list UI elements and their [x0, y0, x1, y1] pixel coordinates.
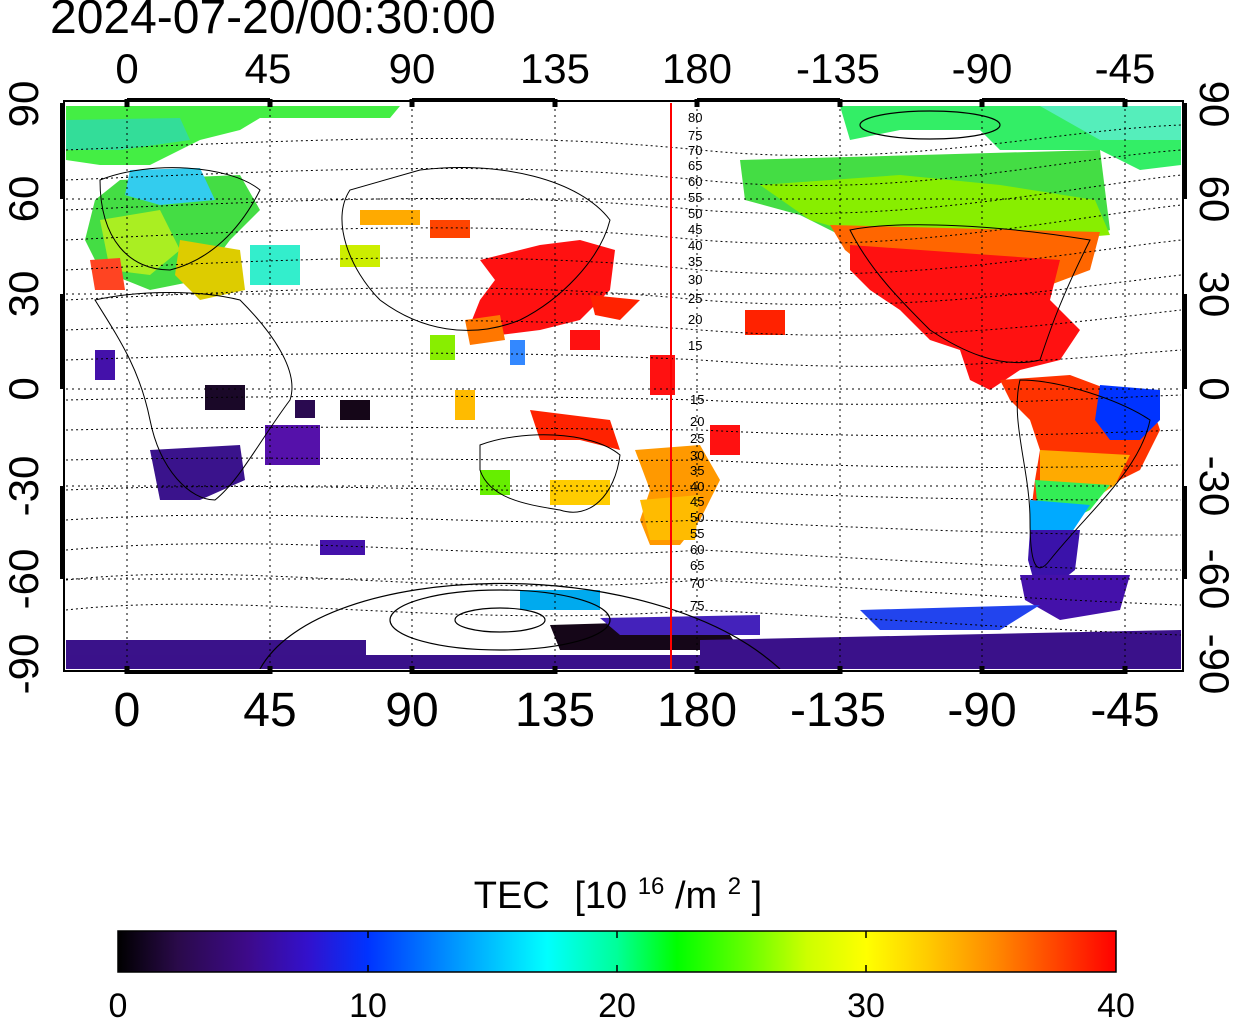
- contour-label: 65: [690, 558, 704, 573]
- contour-labels-north: 80 75 70 65 60 55 50 45 40 35 30 25 20 1…: [688, 110, 702, 353]
- top-lon-label: 0: [115, 45, 138, 92]
- right-lat-label: -90: [1191, 634, 1235, 695]
- map-panel: 80 75 70 65 60 55 50 45 40 35 30 25 20 1…: [60, 98, 1187, 674]
- right-lat-label: 30: [1191, 271, 1235, 318]
- bottom-lon-label: 180: [657, 684, 737, 737]
- contour-label: 75: [690, 598, 704, 613]
- contour-label: 25: [690, 431, 704, 446]
- contour-label: 50: [690, 510, 704, 525]
- left-lat-label: -30: [0, 456, 47, 517]
- magnetic-pole-contours: [259, 110, 1001, 669]
- top-lon-label: 90: [389, 45, 436, 92]
- contour-label: 70: [690, 576, 704, 591]
- contour-label: 80: [688, 110, 702, 125]
- frame-bars: [60, 98, 1187, 674]
- contour-label: 15: [690, 392, 704, 407]
- right-lat-label: 90: [1191, 81, 1235, 128]
- contour-label: 35: [690, 463, 704, 478]
- top-lon-label: 45: [245, 45, 292, 92]
- contour-labels-south: 15 20 25 30 35 40 45 50 55 60 65 70 75: [690, 392, 704, 613]
- right-lat-label: -30: [1191, 456, 1235, 517]
- timestamp-title: 2024-07-20/00:30:00: [50, 0, 496, 44]
- colorbar-unit-suffix: ]: [752, 875, 763, 917]
- contour-label: 55: [688, 190, 702, 205]
- colorbar-tick-label: 0: [109, 987, 128, 1021]
- colorbar-unit-mid: /m: [675, 875, 717, 917]
- contour-label: 50: [688, 206, 702, 221]
- left-lat-label: -60: [0, 549, 47, 610]
- bottom-lon-label: 90: [385, 684, 438, 737]
- contour-label: 45: [690, 494, 704, 509]
- colorbar-unit-exp2: 2: [728, 873, 741, 900]
- colorbar: 0 10 20 30 40: [109, 930, 1135, 1021]
- colorbar-title: TEC [10 16 /m 2 ]: [474, 861, 762, 917]
- contour-label: 15: [688, 338, 702, 353]
- left-latitude-labels: 90 60 30 0 -30 -60 -90: [0, 81, 47, 695]
- coastlines: [94, 167, 1151, 569]
- contour-label: 70: [688, 143, 702, 158]
- left-lat-label: 30: [0, 271, 47, 318]
- top-longitude-labels: 0 45 90 135 180 -135 -90 -45: [115, 45, 1155, 92]
- colorbar-tick-label: 20: [598, 987, 636, 1021]
- contour-label: 20: [688, 312, 702, 327]
- graticule-grid: [66, 103, 1181, 669]
- contour-label: 45: [688, 222, 702, 237]
- contour-label: 55: [690, 526, 704, 541]
- colorbar-tick-label: 30: [847, 987, 885, 1021]
- bottom-longitude-labels: 0 45 90 135 180 -135 -90 -45: [114, 684, 1160, 737]
- colorbar-unit-exp: 16: [638, 873, 665, 900]
- colorbar-tick-label: 10: [349, 987, 387, 1021]
- colorbar-unit-prefix: [10: [574, 875, 627, 917]
- contour-label: 35: [688, 254, 702, 269]
- colorbar-title-label: TEC: [474, 875, 550, 917]
- top-lon-label: -90: [952, 45, 1013, 92]
- contour-label: 40: [690, 479, 704, 494]
- contour-label: 65: [688, 158, 702, 173]
- top-lon-label: -45: [1095, 45, 1156, 92]
- right-lat-label: 60: [1191, 176, 1235, 223]
- colorbar-tick-marks: [367, 931, 867, 972]
- bottom-lon-label: 0: [114, 684, 141, 737]
- left-lat-label: 90: [0, 81, 47, 128]
- bottom-lon-label: -90: [947, 684, 1016, 737]
- contour-label: 75: [688, 128, 702, 143]
- contour-label: 25: [688, 291, 702, 306]
- bottom-lon-label: 135: [515, 684, 595, 737]
- top-lon-label: -135: [796, 45, 880, 92]
- bottom-lon-label: 45: [243, 684, 296, 737]
- contour-label: 30: [690, 448, 704, 463]
- contour-label: 20: [690, 414, 704, 429]
- left-lat-label: 60: [0, 176, 47, 223]
- right-lat-label: 0: [1191, 377, 1235, 400]
- left-lat-label: 0: [0, 377, 47, 400]
- top-lon-label: 180: [662, 45, 732, 92]
- tec-data-overlay: [66, 106, 1181, 669]
- top-lon-label: 135: [520, 45, 590, 92]
- contour-label: 30: [688, 272, 702, 287]
- contour-label: 60: [690, 542, 704, 557]
- right-latitude-labels: 90 60 30 0 -30 -60 -90: [1191, 81, 1235, 695]
- right-lat-label: -60: [1191, 549, 1235, 610]
- bottom-lon-label: -45: [1090, 684, 1159, 737]
- colorbar-tick-label: 40: [1097, 987, 1135, 1021]
- colorbar-tick-labels: 0 10 20 30 40: [109, 987, 1135, 1021]
- bottom-lon-label: -135: [790, 684, 886, 737]
- left-lat-label: -90: [0, 634, 47, 695]
- contour-label: 60: [688, 174, 702, 189]
- contour-label: 40: [688, 238, 702, 253]
